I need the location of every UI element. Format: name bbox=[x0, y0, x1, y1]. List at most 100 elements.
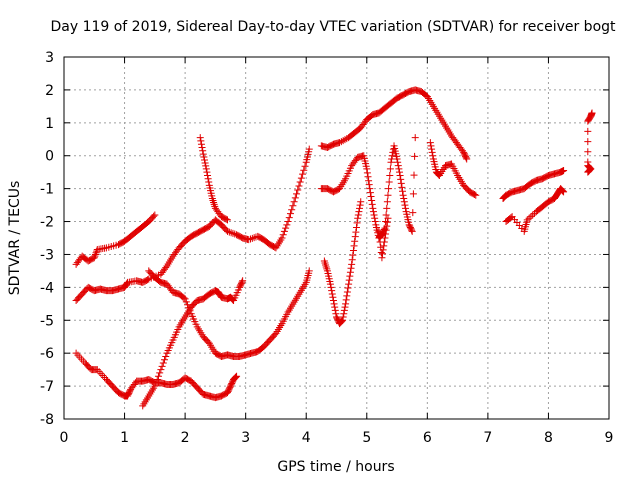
data-point bbox=[90, 254, 98, 262]
data-point bbox=[342, 296, 350, 304]
data-point bbox=[91, 250, 99, 258]
y-tick-label: -6 bbox=[40, 346, 54, 362]
data-point bbox=[350, 242, 358, 250]
data-point bbox=[285, 214, 293, 222]
data-point bbox=[394, 162, 402, 170]
data-point bbox=[197, 140, 205, 148]
data-point bbox=[329, 297, 337, 305]
data-point bbox=[353, 219, 361, 227]
data-point bbox=[186, 307, 194, 315]
data-point bbox=[463, 155, 471, 163]
data-point bbox=[395, 168, 403, 176]
data-point bbox=[426, 139, 434, 147]
data-point bbox=[400, 195, 408, 203]
data-point bbox=[349, 251, 357, 259]
data-point bbox=[357, 198, 365, 206]
data-point bbox=[409, 209, 417, 217]
data-point bbox=[356, 204, 364, 212]
y-tick-label: -1 bbox=[40, 182, 54, 198]
data-point bbox=[379, 246, 387, 254]
data-point bbox=[429, 152, 437, 160]
data-point bbox=[356, 201, 364, 209]
data-point bbox=[203, 168, 211, 176]
series-arc-k bbox=[426, 139, 480, 199]
data-point bbox=[395, 165, 403, 173]
data-point bbox=[294, 186, 302, 194]
data-point bbox=[232, 373, 240, 381]
data-point bbox=[162, 352, 170, 360]
series-arc-m bbox=[502, 185, 568, 235]
y-tick-label: 0 bbox=[45, 149, 54, 165]
data-point bbox=[399, 191, 407, 199]
series-arc-i bbox=[320, 198, 365, 328]
x-tick-label: 6 bbox=[423, 430, 432, 446]
data-point bbox=[327, 283, 335, 291]
axis-layer: 0 1 2 3 4 5 6 7 8 9 -8 -7 -6 -5 -4 -3 -2 -1 0 1 2 3 bbox=[40, 50, 613, 446]
data-point bbox=[288, 206, 296, 214]
data-point bbox=[393, 155, 401, 163]
data-point bbox=[196, 134, 204, 142]
data-point bbox=[411, 134, 419, 142]
data-point bbox=[408, 227, 416, 235]
data-point bbox=[352, 223, 360, 231]
data-point bbox=[365, 177, 373, 185]
data-point bbox=[157, 366, 165, 374]
data-point bbox=[305, 267, 313, 275]
data-point bbox=[328, 290, 336, 298]
data-point bbox=[182, 298, 190, 306]
data-point bbox=[331, 303, 339, 311]
data-point bbox=[204, 175, 212, 183]
data-point bbox=[295, 182, 303, 190]
series-arc-f bbox=[196, 134, 231, 224]
data-point bbox=[382, 211, 390, 219]
data-point bbox=[92, 249, 100, 257]
data-point bbox=[560, 188, 568, 196]
series-arc-a bbox=[72, 211, 159, 268]
x-tick-label: 8 bbox=[544, 430, 553, 446]
data-point bbox=[584, 127, 592, 135]
data-point bbox=[201, 159, 209, 167]
data-point bbox=[204, 171, 212, 179]
data-point bbox=[462, 154, 470, 162]
data-point bbox=[559, 187, 567, 195]
x-axis-title: GPS time / hours bbox=[277, 459, 394, 475]
data-point bbox=[352, 228, 360, 236]
data-point bbox=[152, 379, 160, 387]
data-point bbox=[339, 313, 347, 321]
data-point bbox=[282, 224, 290, 232]
data-point bbox=[383, 218, 391, 226]
data-point bbox=[386, 171, 394, 179]
data-point bbox=[375, 227, 383, 235]
data-point bbox=[397, 179, 405, 187]
data-point bbox=[247, 235, 255, 243]
data-layer bbox=[72, 86, 596, 410]
data-point bbox=[181, 295, 189, 303]
data-point bbox=[558, 187, 566, 195]
data-point bbox=[250, 234, 258, 242]
data-point bbox=[336, 139, 344, 147]
data-point bbox=[91, 252, 99, 260]
data-point bbox=[344, 284, 352, 292]
data-point bbox=[428, 145, 436, 153]
data-point bbox=[301, 162, 309, 170]
data-point bbox=[394, 158, 402, 166]
data-point bbox=[380, 238, 388, 246]
y-tick-label: -3 bbox=[40, 247, 54, 263]
data-point bbox=[383, 222, 391, 230]
data-point bbox=[283, 221, 291, 229]
data-point bbox=[225, 228, 233, 236]
data-point bbox=[383, 204, 391, 212]
data-point bbox=[343, 288, 351, 296]
data-point bbox=[507, 214, 515, 222]
data-point bbox=[410, 171, 418, 179]
data-point bbox=[458, 147, 466, 155]
data-point bbox=[239, 277, 247, 285]
data-point bbox=[371, 218, 379, 226]
data-point bbox=[560, 167, 568, 175]
data-point bbox=[368, 200, 376, 208]
data-point bbox=[584, 168, 592, 176]
x-tick-label: 2 bbox=[181, 430, 190, 446]
y-axis-title: SDTVAR / TECUs bbox=[7, 181, 23, 296]
data-point bbox=[150, 212, 158, 220]
y-tick-label: -4 bbox=[40, 280, 54, 296]
